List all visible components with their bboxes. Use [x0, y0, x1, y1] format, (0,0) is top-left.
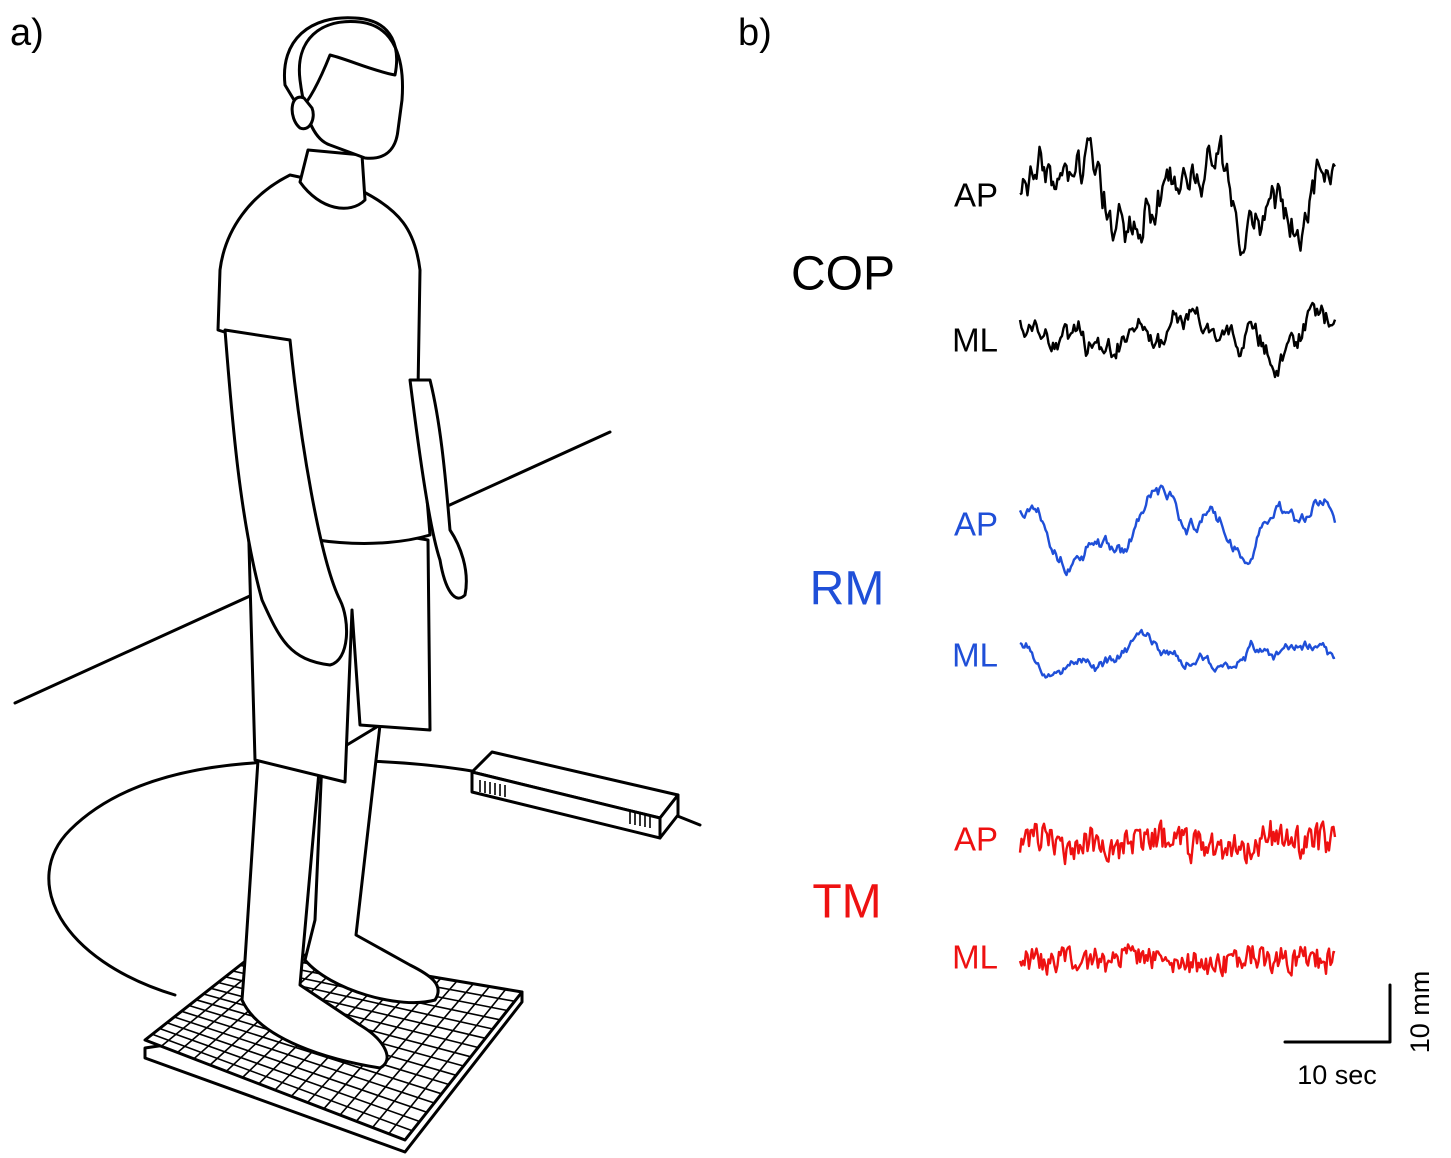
illustration [15, 18, 700, 1152]
panel-label: b) [738, 12, 772, 54]
scale-x-label: 10 sec [1297, 1060, 1377, 1090]
scale-y-label: 10 mm [1405, 971, 1435, 1054]
trace-label: ML [952, 637, 998, 674]
group-label: TM [812, 876, 881, 929]
panel-b: COP AP ML RM AP ML TM AP ML [791, 136, 1335, 976]
group-label: RM [810, 563, 885, 616]
figure: a) b) COP AP ML RM AP ML TM AP ML 10 sec [0, 0, 1451, 1158]
trace-label: AP [954, 506, 998, 543]
panel-label: a) [10, 12, 44, 54]
trace [1020, 486, 1335, 575]
trace-label: AP [954, 177, 998, 214]
trace-label: AP [954, 821, 998, 858]
trace-label: ML [952, 939, 998, 976]
trace [1020, 303, 1335, 377]
trace [1020, 944, 1335, 976]
trace-label: ML [952, 322, 998, 359]
group-label: COP [791, 248, 895, 301]
trace [1020, 821, 1335, 864]
scale-bar: 10 sec 10 mm [1285, 971, 1435, 1090]
trace [1020, 630, 1335, 678]
trace [1020, 136, 1335, 255]
